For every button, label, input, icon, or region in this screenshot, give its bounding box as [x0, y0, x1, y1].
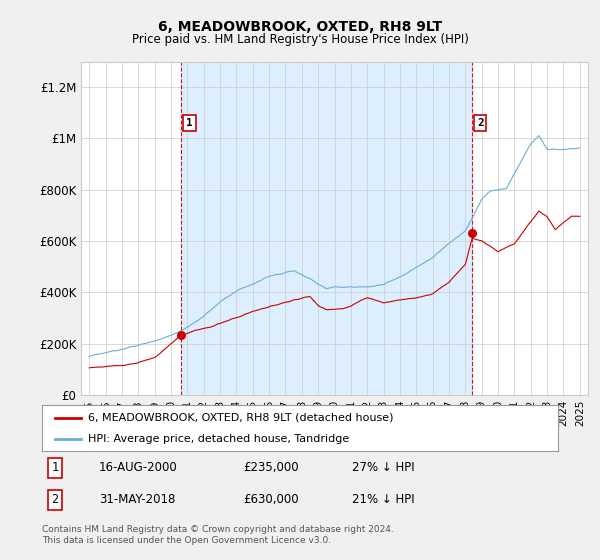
Point — [467, 229, 477, 238]
Text: 1: 1 — [52, 461, 58, 474]
Text: £235,000: £235,000 — [243, 461, 299, 474]
Text: Price paid vs. HM Land Registry's House Price Index (HPI): Price paid vs. HM Land Registry's House … — [131, 32, 469, 46]
Text: £630,000: £630,000 — [243, 493, 299, 506]
Text: 2: 2 — [477, 118, 484, 128]
Point — [176, 330, 186, 339]
Text: 16-AUG-2000: 16-AUG-2000 — [99, 461, 178, 474]
Bar — [181, 62, 472, 395]
Text: 1: 1 — [186, 118, 193, 128]
Text: 6, MEADOWBROOK, OXTED, RH8 9LT (detached house): 6, MEADOWBROOK, OXTED, RH8 9LT (detached… — [88, 413, 394, 423]
Text: 31-MAY-2018: 31-MAY-2018 — [99, 493, 175, 506]
Text: HPI: Average price, detached house, Tandridge: HPI: Average price, detached house, Tand… — [88, 435, 350, 444]
Text: 6, MEADOWBROOK, OXTED, RH8 9LT: 6, MEADOWBROOK, OXTED, RH8 9LT — [158, 20, 442, 34]
Text: 27% ↓ HPI: 27% ↓ HPI — [352, 461, 414, 474]
Text: 2: 2 — [52, 493, 58, 506]
Text: 21% ↓ HPI: 21% ↓ HPI — [352, 493, 414, 506]
Text: Contains HM Land Registry data © Crown copyright and database right 2024.
This d: Contains HM Land Registry data © Crown c… — [42, 525, 394, 545]
